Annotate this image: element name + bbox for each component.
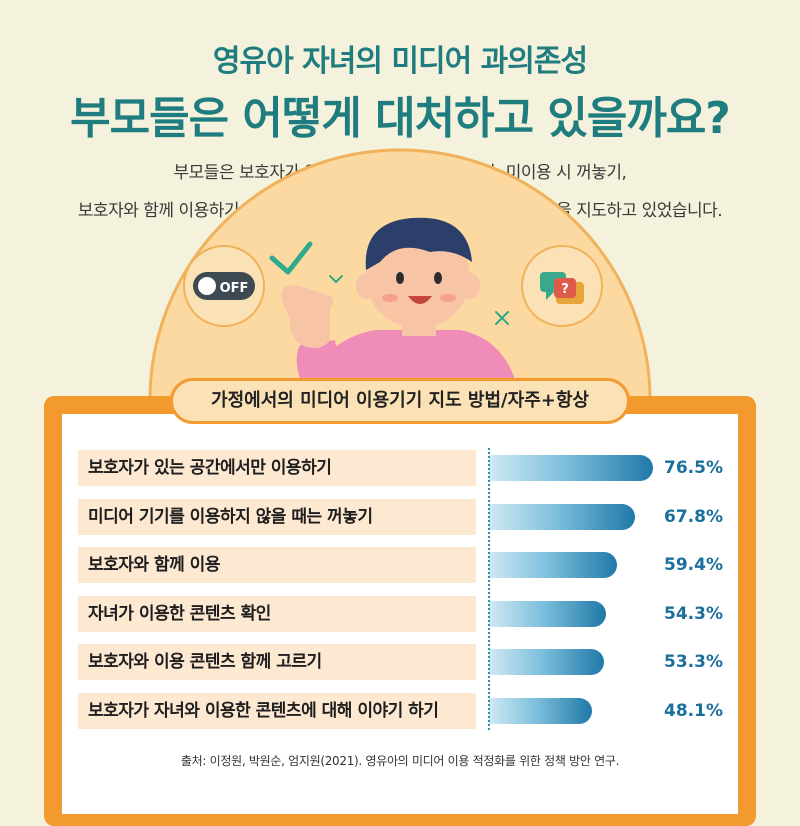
category-label: 보호자가 있는 공간에서만 이용하기 — [88, 458, 332, 478]
category-label: 보호자와 이용 콘텐츠 함께 고르기 — [88, 652, 322, 672]
category-label: 보호자가 자녀와 이용한 콘텐츠에 대해 이야기 하기 — [88, 700, 439, 721]
bar-value-label: 76.5% — [664, 458, 723, 478]
page-title: 부모들은 어떻게 대처하고 있을까요? — [70, 93, 731, 144]
sparkle-icon — [329, 275, 509, 325]
bar — [489, 552, 617, 578]
bar-value-label: 59.4% — [664, 555, 723, 575]
bar — [489, 697, 593, 724]
person-hand — [281, 285, 333, 348]
category-label: 미디어 기기를 이용하지 않을 때는 꺼놓기 — [88, 506, 373, 527]
bar-value-label: 54.3% — [664, 603, 723, 624]
category-label-bg — [78, 692, 476, 729]
chat-bubbles-icon: ? — [540, 272, 584, 304]
svg-text:?: ? — [561, 282, 569, 297]
bar — [489, 455, 654, 481]
toggle-label: OFF — [220, 281, 249, 296]
bar-value-label: 67.8% — [664, 506, 723, 527]
person-hair — [365, 217, 472, 270]
chart-axis-divider — [488, 448, 490, 730]
bar — [489, 600, 606, 627]
category-label-bg — [78, 450, 476, 486]
category-label: 자녀가 이용한 콘텐츠 확인 — [88, 603, 271, 624]
category-label-bg — [78, 547, 476, 583]
bar — [489, 649, 604, 675]
chart-title: 가정에서의 미디어 이용기기 지도 방법/자주+항상 — [170, 378, 630, 424]
bar-value-label: 53.3% — [664, 652, 723, 672]
bar — [489, 503, 635, 530]
category-label-bg — [78, 498, 476, 535]
category-label-bg — [78, 644, 476, 680]
header-subtitle: 영유아 자녀의 미디어 과의존성 — [212, 44, 588, 79]
category-label: 보호자와 함께 이용 — [88, 555, 220, 575]
bar-value-label: 48.1% — [664, 700, 723, 721]
source-citation: 출처: 이정원, 박원순, 엄지원(2021). 영유아의 미디어 이용 적정화… — [180, 754, 620, 768]
person-head — [366, 228, 470, 328]
category-label-bg — [78, 595, 476, 632]
parent-illustration: OFF ? — [148, 148, 652, 402]
checkmark-icon — [269, 241, 313, 275]
